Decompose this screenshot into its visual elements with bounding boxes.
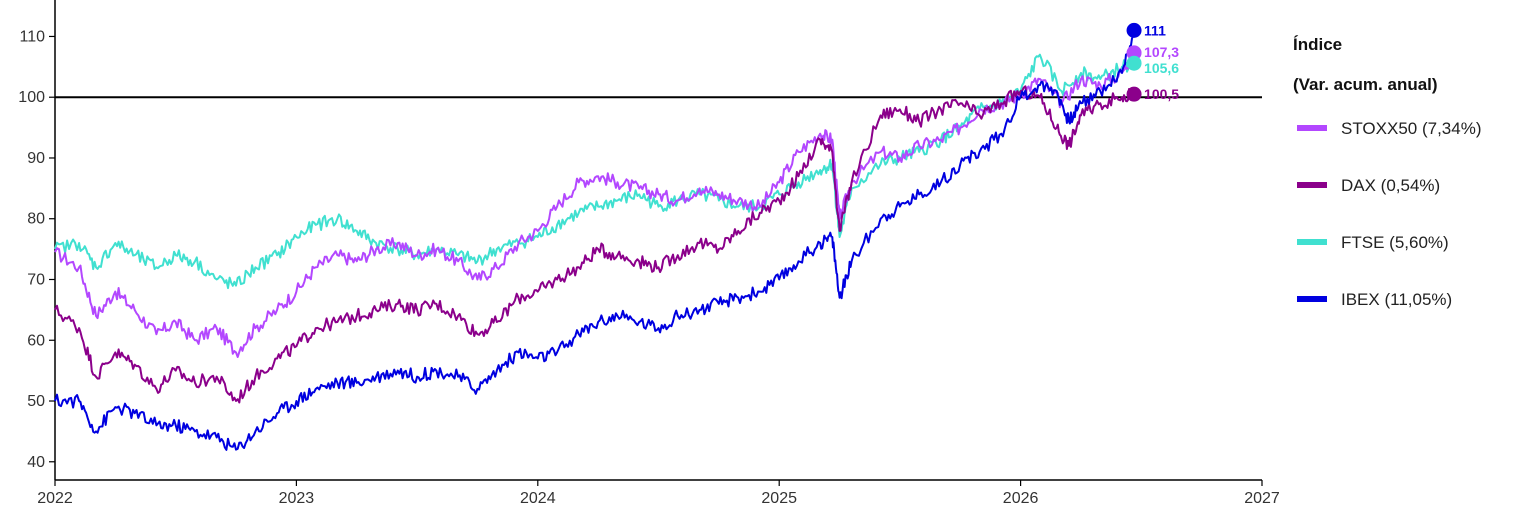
legend-swatch xyxy=(1297,125,1327,131)
y-tick-label: 50 xyxy=(27,393,45,410)
end-point-ibex xyxy=(1126,22,1142,38)
series-line-stoxx50 xyxy=(54,52,1135,358)
x-tick-label: 2022 xyxy=(37,490,73,507)
series-line-ftse xyxy=(54,53,1136,290)
end-point-stoxx50 xyxy=(1126,45,1142,61)
legend-swatch xyxy=(1297,239,1327,245)
x-tick-label: 2026 xyxy=(1003,490,1039,507)
end-point-ftse xyxy=(1126,55,1142,71)
legend-label: FTSE (5,60%) xyxy=(1341,233,1449,252)
legend-subtitle: (Var. acum. anual) xyxy=(1293,75,1438,94)
y-tick-label: 60 xyxy=(27,332,45,349)
end-markers: 107,3 100,5 105,6 111 xyxy=(1126,22,1179,102)
legend-title: Índice xyxy=(1293,35,1342,54)
x-tick-label: 2024 xyxy=(520,490,556,507)
legend-swatch xyxy=(1297,296,1327,302)
y-tick-label: 110 xyxy=(19,28,45,45)
legend-swatch xyxy=(1297,182,1327,188)
series-line-ibex xyxy=(54,30,1136,451)
y-tick-label: 100 xyxy=(18,89,45,106)
x-tick-group: 2022 2023 2024 2025 2026 2027 xyxy=(37,480,1280,507)
y-tick-group: 40 50 60 70 80 90 100 110 xyxy=(18,28,55,471)
x-tick-label: 2027 xyxy=(1244,490,1280,507)
y-tick-label: 90 xyxy=(27,150,45,167)
y-tick-label: 40 xyxy=(27,454,45,471)
end-point-dax xyxy=(1126,86,1142,102)
x-tick-label: 2023 xyxy=(279,490,315,507)
series-line-dax xyxy=(54,85,1135,404)
legend-label: DAX (0,54%) xyxy=(1341,176,1440,195)
end-value-label: 111 xyxy=(1144,22,1166,38)
series-lines xyxy=(54,30,1136,451)
end-value-label: 100,5 xyxy=(1144,86,1179,102)
legend-label: IBEX (11,05%) xyxy=(1341,290,1452,309)
legend-items: STOXX50 (7,34%) DAX (0,54%) FTSE (5,60%) IB… xyxy=(1297,119,1481,309)
legend: Índice (Var. acum. anual) STOXX50 (7,34%… xyxy=(1293,35,1481,309)
x-tick-label: 2025 xyxy=(761,490,797,507)
end-value-label: 107,3 xyxy=(1144,44,1179,60)
end-value-label: 105,6 xyxy=(1144,60,1179,76)
y-tick-label: 80 xyxy=(27,211,45,228)
y-tick-label: 70 xyxy=(27,271,45,288)
legend-label: STOXX50 (7,34%) xyxy=(1341,119,1481,138)
